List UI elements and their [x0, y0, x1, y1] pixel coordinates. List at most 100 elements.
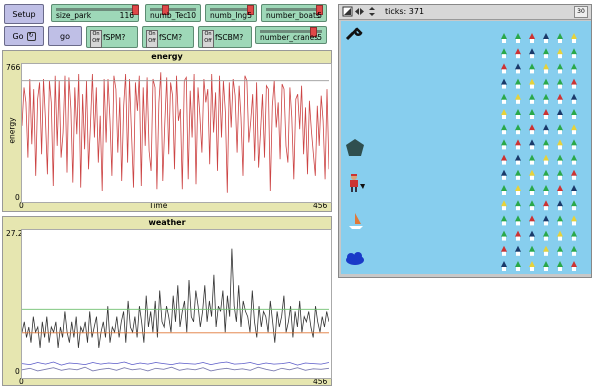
x-tick-max: 456 — [313, 201, 328, 210]
turtle-agent — [543, 230, 549, 241]
turtle-agent — [557, 63, 563, 74]
turtle-agent — [529, 215, 535, 226]
y-tick-min: 0 — [15, 193, 20, 202]
turtle-agent — [515, 124, 521, 135]
turtle-agent — [543, 139, 549, 150]
turtle-agent — [529, 245, 535, 256]
turtle-agent — [515, 185, 521, 195]
turtle-agent — [543, 261, 549, 271]
turtle-agent — [543, 124, 549, 135]
turtle-agent — [543, 245, 549, 256]
turtle-agent — [571, 63, 577, 74]
turtle-agent — [543, 48, 549, 59]
slider-number-boats[interactable]: number_boats 5 — [261, 4, 327, 22]
turtle-agent — [557, 261, 563, 271]
turtle-agent — [557, 48, 563, 59]
turtle-agent — [571, 245, 577, 256]
switch-fscm[interactable]: On Off fSCM? — [142, 26, 194, 48]
turtle-agent — [515, 169, 521, 180]
x-axis-label: Time — [149, 201, 168, 210]
series-line-4 — [21, 366, 330, 372]
turtle-agent — [529, 230, 535, 241]
slider-thumb[interactable] — [316, 5, 323, 15]
turtle-agent — [501, 63, 507, 74]
turtle-agent — [529, 185, 535, 195]
turtle-agent — [515, 33, 521, 43]
world-view: ticks: 371 30 — [338, 4, 592, 278]
turtle-agent — [529, 33, 535, 43]
turtle-agent — [557, 93, 563, 104]
turtle-agent — [543, 154, 549, 165]
turtle-agent — [501, 93, 507, 104]
turtle-agent — [543, 78, 549, 89]
ticks-counter: ticks: 371 — [385, 7, 425, 16]
turtle-agent — [501, 245, 507, 256]
turtle-agent — [501, 154, 507, 165]
turtle-agent — [557, 109, 563, 119]
turtle-agent — [557, 215, 563, 226]
slider-thumb[interactable] — [162, 5, 169, 15]
turtle-agent — [571, 33, 577, 43]
y-tick-max: 27.2 — [6, 229, 23, 238]
turtle-agent — [515, 245, 521, 256]
turtle-agent — [543, 185, 549, 195]
turtle-agent — [557, 185, 563, 195]
slider-size-park[interactable]: size_park 116 — [51, 4, 139, 22]
turtle-agent — [515, 139, 521, 150]
plot-title: weather — [148, 218, 186, 227]
turtle-agent — [557, 139, 563, 150]
weather-plot: weather 27.2 0 0 456 — [2, 216, 332, 386]
turtle-agent — [501, 139, 507, 150]
turtle-agent — [501, 33, 507, 43]
turtle-agent — [501, 185, 507, 195]
setup-button[interactable]: Setup — [4, 4, 44, 24]
turtle-agent — [571, 124, 577, 135]
turtle-agent — [515, 48, 521, 59]
switch-fspm[interactable]: On Off fSPM? — [86, 26, 138, 48]
turtle-agent — [529, 261, 535, 271]
turtle-agent — [571, 78, 577, 89]
turtle-agent — [515, 78, 521, 89]
slider-numb-ing[interactable]: numb_Ing 5 — [205, 4, 257, 22]
energy-chart — [21, 72, 330, 193]
go-forever-button[interactable]: Go ↻ — [4, 26, 44, 46]
slider-number-cranes[interactable]: number_cranes 5 — [255, 26, 327, 44]
view-toolbar: ticks: 371 30 — [339, 5, 591, 20]
turtle-agent — [529, 169, 535, 180]
y-tick-max: 766 — [6, 63, 21, 72]
turtle-agent — [515, 93, 521, 104]
turtle-agent — [515, 230, 521, 241]
turtle-agent — [571, 200, 577, 211]
turtle-agent — [571, 169, 577, 180]
turtle-agent — [515, 215, 521, 226]
turtle-agent — [501, 78, 507, 89]
plot-title: energy — [151, 52, 183, 61]
turtle-agent — [543, 169, 549, 180]
slider-thumb[interactable] — [132, 5, 139, 15]
go-once-button[interactable]: go — [48, 26, 82, 46]
turtle-agent — [557, 33, 563, 43]
forever-icon: ↻ — [26, 31, 36, 41]
cloud-icon — [346, 252, 364, 265]
turtle-agent — [543, 215, 549, 226]
slider-thumb[interactable] — [310, 27, 317, 37]
turtle-agent — [571, 48, 577, 59]
turtle-agent — [557, 78, 563, 89]
slider-thumb[interactable] — [247, 5, 254, 15]
turtle-agent — [529, 63, 535, 74]
weather-chart — [21, 248, 330, 372]
turtle-agent — [557, 169, 563, 180]
y-tick-min: 0 — [15, 367, 20, 376]
speed-box[interactable]: 30 — [574, 6, 588, 18]
turtle-agent — [515, 63, 521, 74]
world-canvas — [341, 21, 591, 274]
turtle-agent — [571, 215, 577, 226]
turtle-agent — [515, 109, 521, 119]
view-controls-icon[interactable] — [342, 6, 382, 18]
turtle-agent — [557, 124, 563, 135]
switch-fscbm[interactable]: On Off fSCBM? — [198, 26, 252, 48]
slider-numb-tec[interactable]: numb_Tec 10 — [145, 4, 201, 22]
turtle-agent — [501, 124, 507, 135]
turtle-agent — [571, 154, 577, 165]
worker-icon — [350, 174, 365, 192]
